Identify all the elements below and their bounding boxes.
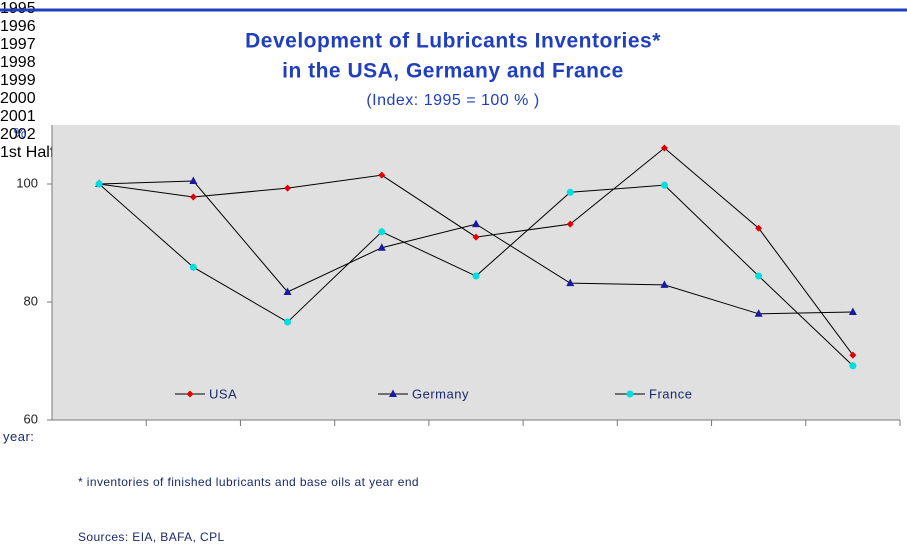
marker [849, 351, 857, 359]
chart-subtitle: (Index: 1995 = 100 % ) [366, 92, 539, 109]
marker [378, 228, 386, 236]
marker [189, 176, 198, 185]
marker [626, 390, 634, 398]
marker [660, 181, 668, 189]
marker [389, 389, 397, 397]
marker [848, 307, 857, 316]
marker [566, 220, 574, 228]
plot-area [52, 125, 900, 420]
legend-item: USA [175, 386, 237, 401]
marker [377, 243, 386, 251]
marker [754, 309, 763, 317]
x-tick-label: 2002 [0, 126, 36, 143]
marker [566, 188, 574, 196]
legend-label: Germany [412, 386, 469, 401]
marker [95, 180, 103, 188]
footnote: * inventories of finished lubricants and… [78, 475, 419, 489]
marker [660, 280, 669, 288]
chart-title: in the USA, Germany and France [282, 60, 624, 83]
x-tick-label: 1998 [0, 54, 36, 71]
marker [283, 287, 292, 295]
marker [472, 272, 480, 280]
legend-item: France [615, 386, 692, 401]
marker [566, 278, 575, 287]
marker [849, 362, 857, 370]
legend-label: France [649, 386, 692, 401]
x-axis-label: year: [3, 429, 35, 444]
chart-title: Development of Lubricants Inventories* [245, 30, 661, 53]
x-tick-label: 1999 [0, 72, 36, 89]
marker [186, 390, 194, 398]
x-tick-label: 1996 [0, 18, 36, 35]
marker [755, 272, 763, 280]
marker [189, 263, 197, 271]
y-tick-label: 60 [24, 411, 38, 426]
marker [472, 233, 480, 241]
legend-item: Germany [378, 386, 469, 401]
marker [660, 144, 668, 152]
y-tick-label: 80 [24, 293, 38, 308]
x-tick-label: 1997 [0, 36, 36, 53]
marker [189, 193, 197, 201]
marker [755, 224, 763, 232]
x-tick-label: 2001 [0, 108, 36, 125]
y-tick-label: 100 [16, 175, 38, 190]
legend-label: USA [209, 386, 237, 401]
marker [472, 219, 480, 228]
marker [284, 318, 292, 326]
x-tick-label: 2000 [0, 90, 36, 107]
marker [378, 171, 386, 179]
y-axis-label: % [14, 125, 26, 141]
sources: Sources: EIA, BAFA, CPL [78, 530, 225, 544]
marker [284, 184, 292, 192]
